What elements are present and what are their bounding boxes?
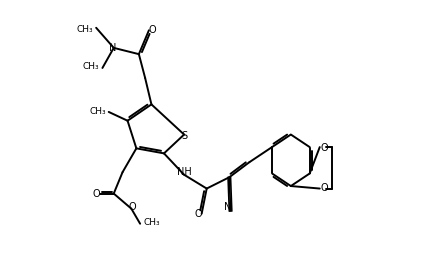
Text: O: O (93, 188, 100, 199)
Text: N: N (109, 43, 116, 53)
Text: O: O (149, 25, 157, 35)
Text: CH₃: CH₃ (83, 62, 99, 71)
Text: O: O (195, 209, 202, 219)
Text: N: N (225, 202, 232, 212)
Text: NH: NH (177, 167, 191, 177)
Text: O: O (320, 142, 328, 153)
Text: O: O (128, 202, 136, 212)
Text: S: S (181, 131, 187, 141)
Text: CH₃: CH₃ (143, 218, 160, 227)
Text: CH₃: CH₃ (89, 107, 106, 116)
Text: O: O (320, 183, 328, 193)
Text: CH₃: CH₃ (76, 25, 93, 34)
